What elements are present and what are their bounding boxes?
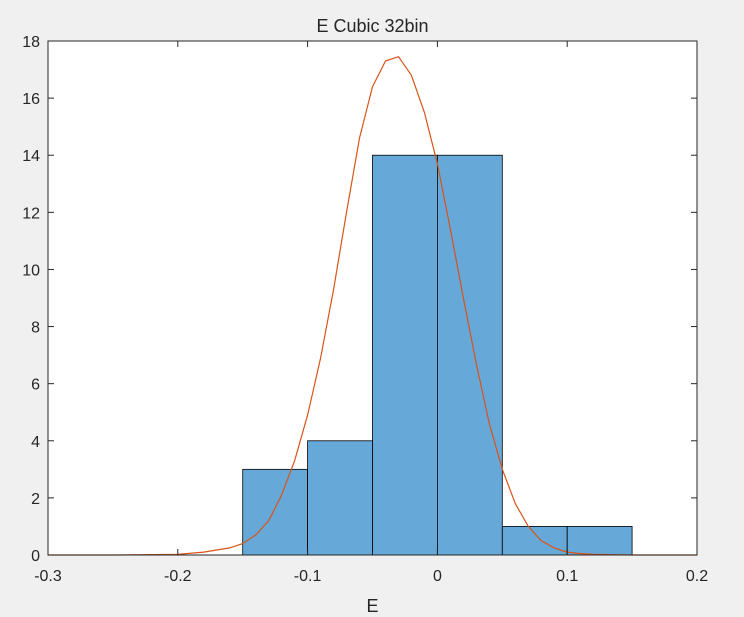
- y-tick-label: 16: [22, 91, 40, 108]
- histogram-bar: [566, 526, 633, 556]
- y-tick-label: 4: [31, 434, 40, 451]
- y-tick-label: 10: [22, 262, 40, 279]
- fit-curve: [48, 55, 697, 556]
- y-tick-label: 14: [22, 148, 40, 165]
- x-tick-label: -0.1: [294, 568, 322, 585]
- histogram-bar: [372, 154, 438, 556]
- x-tick-label: -0.2: [164, 568, 192, 585]
- x-axis-label: E: [366, 596, 378, 616]
- histogram-bars: [242, 154, 633, 556]
- x-axis-ticks: -0.3 -0.2 -0.1 0 0.1 0.2: [34, 41, 708, 585]
- y-axis-ticks: 0 2 4 6 8 10 12 14 16 18: [22, 34, 697, 565]
- y-tick-label: 0: [31, 548, 40, 565]
- y-tick-label: 18: [22, 34, 40, 51]
- histogram-bar: [501, 526, 568, 556]
- x-tick-label: 0: [433, 568, 442, 585]
- y-tick-label: 2: [31, 491, 40, 508]
- x-tick-label: -0.3: [34, 568, 62, 585]
- y-tick-label: 12: [22, 205, 40, 222]
- histogram-bar: [307, 440, 373, 556]
- histogram-bar: [436, 154, 503, 556]
- x-tick-label: 0.1: [556, 568, 578, 585]
- axes-box: [47, 40, 698, 556]
- x-tick-label: 0.2: [686, 568, 708, 585]
- y-tick-label: 8: [31, 320, 40, 337]
- y-tick-label: 6: [31, 377, 40, 394]
- chart-title: E Cubic 32bin: [316, 16, 428, 36]
- histogram-bar: [242, 468, 308, 556]
